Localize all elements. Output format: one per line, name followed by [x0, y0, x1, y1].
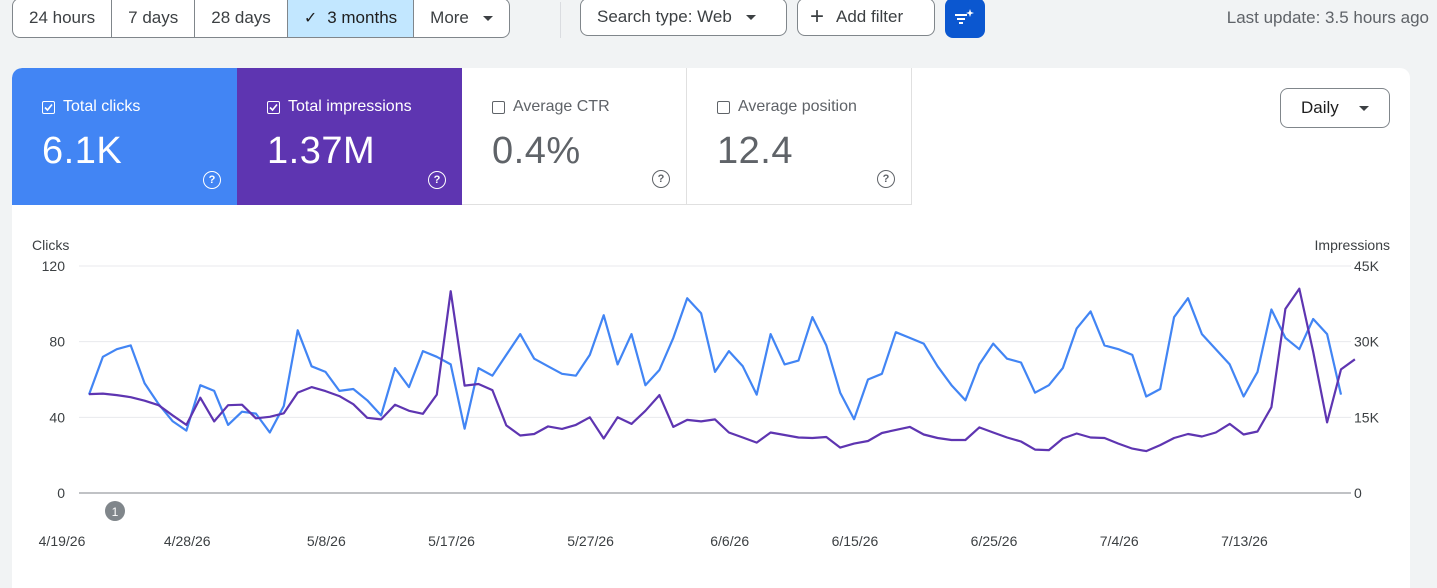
x-axis-tick: 4/28/26 — [164, 533, 211, 549]
x-axis-tick: 7/13/26 — [1221, 533, 1268, 549]
metric-average-position[interactable]: Average position 12.4 ? — [687, 68, 912, 205]
left-axis-tick: 40 — [49, 409, 65, 425]
left-axis-tick: 120 — [42, 258, 66, 274]
x-axis-tick: 5/27/26 — [567, 533, 614, 549]
x-axis-tick: 5/8/26 — [307, 533, 346, 549]
metric-total-clicks[interactable]: Total clicks 6.1K ? — [12, 68, 237, 205]
performance-chart: Clicks Impressions 120 45K 80 30K 40 15K 0 0 4/1… — [32, 237, 1390, 549]
metric-label: Average position — [738, 98, 857, 115]
add-filter-label: Add filter — [836, 7, 904, 26]
range-option-2[interactable]: 28 days — [195, 0, 288, 37]
right-axis-tick: 15K — [1354, 409, 1380, 425]
metric-value: 0.4% — [492, 130, 581, 172]
right-axis-tick: 45K — [1354, 258, 1380, 274]
range-option-label: More — [430, 8, 469, 27]
x-axis-tick: 6/6/26 — [710, 533, 749, 549]
x-axis-tick: 7/4/26 — [1100, 533, 1139, 549]
help-icon[interactable]: ? — [203, 171, 221, 189]
range-option-label: 28 days — [211, 8, 271, 27]
granularity-label: Daily — [1301, 98, 1339, 117]
range-option-label: 3 months — [327, 8, 398, 27]
help-icon[interactable]: ? — [877, 170, 895, 188]
sparkle-filter-icon — [955, 9, 974, 24]
add-filter-button[interactable]: + Add filter — [797, 0, 935, 36]
series-line-impressions — [88, 287, 1356, 453]
help-icon[interactable]: ? — [428, 171, 446, 189]
checkbox-checked-icon[interactable] — [267, 100, 280, 114]
toolbar-divider — [560, 2, 561, 38]
range-option-label: 24 hours — [29, 8, 96, 27]
x-axis-tick: 4/19/26 — [39, 533, 86, 549]
x-axis-tick: 5/17/26 — [428, 533, 475, 549]
checkbox-checked-icon[interactable] — [42, 100, 55, 114]
left-axis-tick: 0 — [57, 485, 65, 501]
metric-label: Average CTR — [513, 98, 610, 115]
annotation-marker[interactable]: 1 — [105, 501, 125, 521]
search-type-label: Search type: Web — [597, 7, 732, 26]
left-axis-title: Clicks — [32, 237, 69, 253]
plus-icon: + — [810, 3, 825, 30]
checkbox-unchecked-icon[interactable] — [492, 100, 505, 114]
left-axis-tick: 80 — [49, 334, 65, 350]
range-option-3[interactable]: ✓ 3 months — [287, 0, 415, 37]
last-update-text: Last update: 3.5 hours ago — [1226, 8, 1429, 27]
right-axis-tick: 30K — [1354, 334, 1380, 350]
metric-label: Total impressions — [288, 98, 412, 115]
help-icon[interactable]: ? — [652, 170, 670, 188]
chevron-down-icon — [482, 15, 493, 21]
annotation-marker-label: 1 — [112, 505, 119, 519]
checkbox-unchecked-icon[interactable] — [717, 100, 730, 114]
metric-average-ctr[interactable]: Average CTR 0.4% ? — [462, 68, 687, 205]
range-option-0[interactable]: 24 hours — [13, 0, 113, 37]
x-axis-tick: 6/15/26 — [832, 533, 879, 549]
range-option-4[interactable]: More — [414, 0, 509, 37]
granularity-dropdown[interactable]: Daily — [1280, 88, 1390, 128]
check-icon: ✓ — [303, 10, 318, 27]
right-axis-title: Impressions — [1315, 237, 1390, 253]
x-axis-tick: 6/25/26 — [971, 533, 1018, 549]
right-axis-tick: 0 — [1354, 485, 1362, 501]
metric-value: 12.4 — [717, 130, 793, 172]
range-option-label: 7 days — [128, 8, 179, 27]
metric-value: 6.1K — [42, 130, 123, 172]
toolbar: 24 hours 7 days 28 days ✓ 3 months More Searc… — [0, 0, 1437, 40]
metric-value: 1.37M — [267, 130, 376, 172]
metric-total-impressions[interactable]: Total impressions 1.37M ? — [237, 68, 462, 205]
range-option-1[interactable]: 7 days — [112, 0, 196, 37]
date-range-selector: 24 hours 7 days 28 days ✓ 3 months More — [12, 0, 510, 38]
chevron-down-icon — [1358, 105, 1369, 111]
metric-label: Total clicks — [63, 98, 141, 115]
series-line-clicks — [87, 297, 1343, 434]
search-type-dropdown[interactable]: Search type: Web — [580, 0, 787, 36]
performance-card: Total clicks 6.1K ? Total impressions 1.… — [12, 68, 1410, 588]
chevron-down-icon — [745, 14, 756, 20]
ai-filter-button[interactable] — [945, 0, 985, 38]
